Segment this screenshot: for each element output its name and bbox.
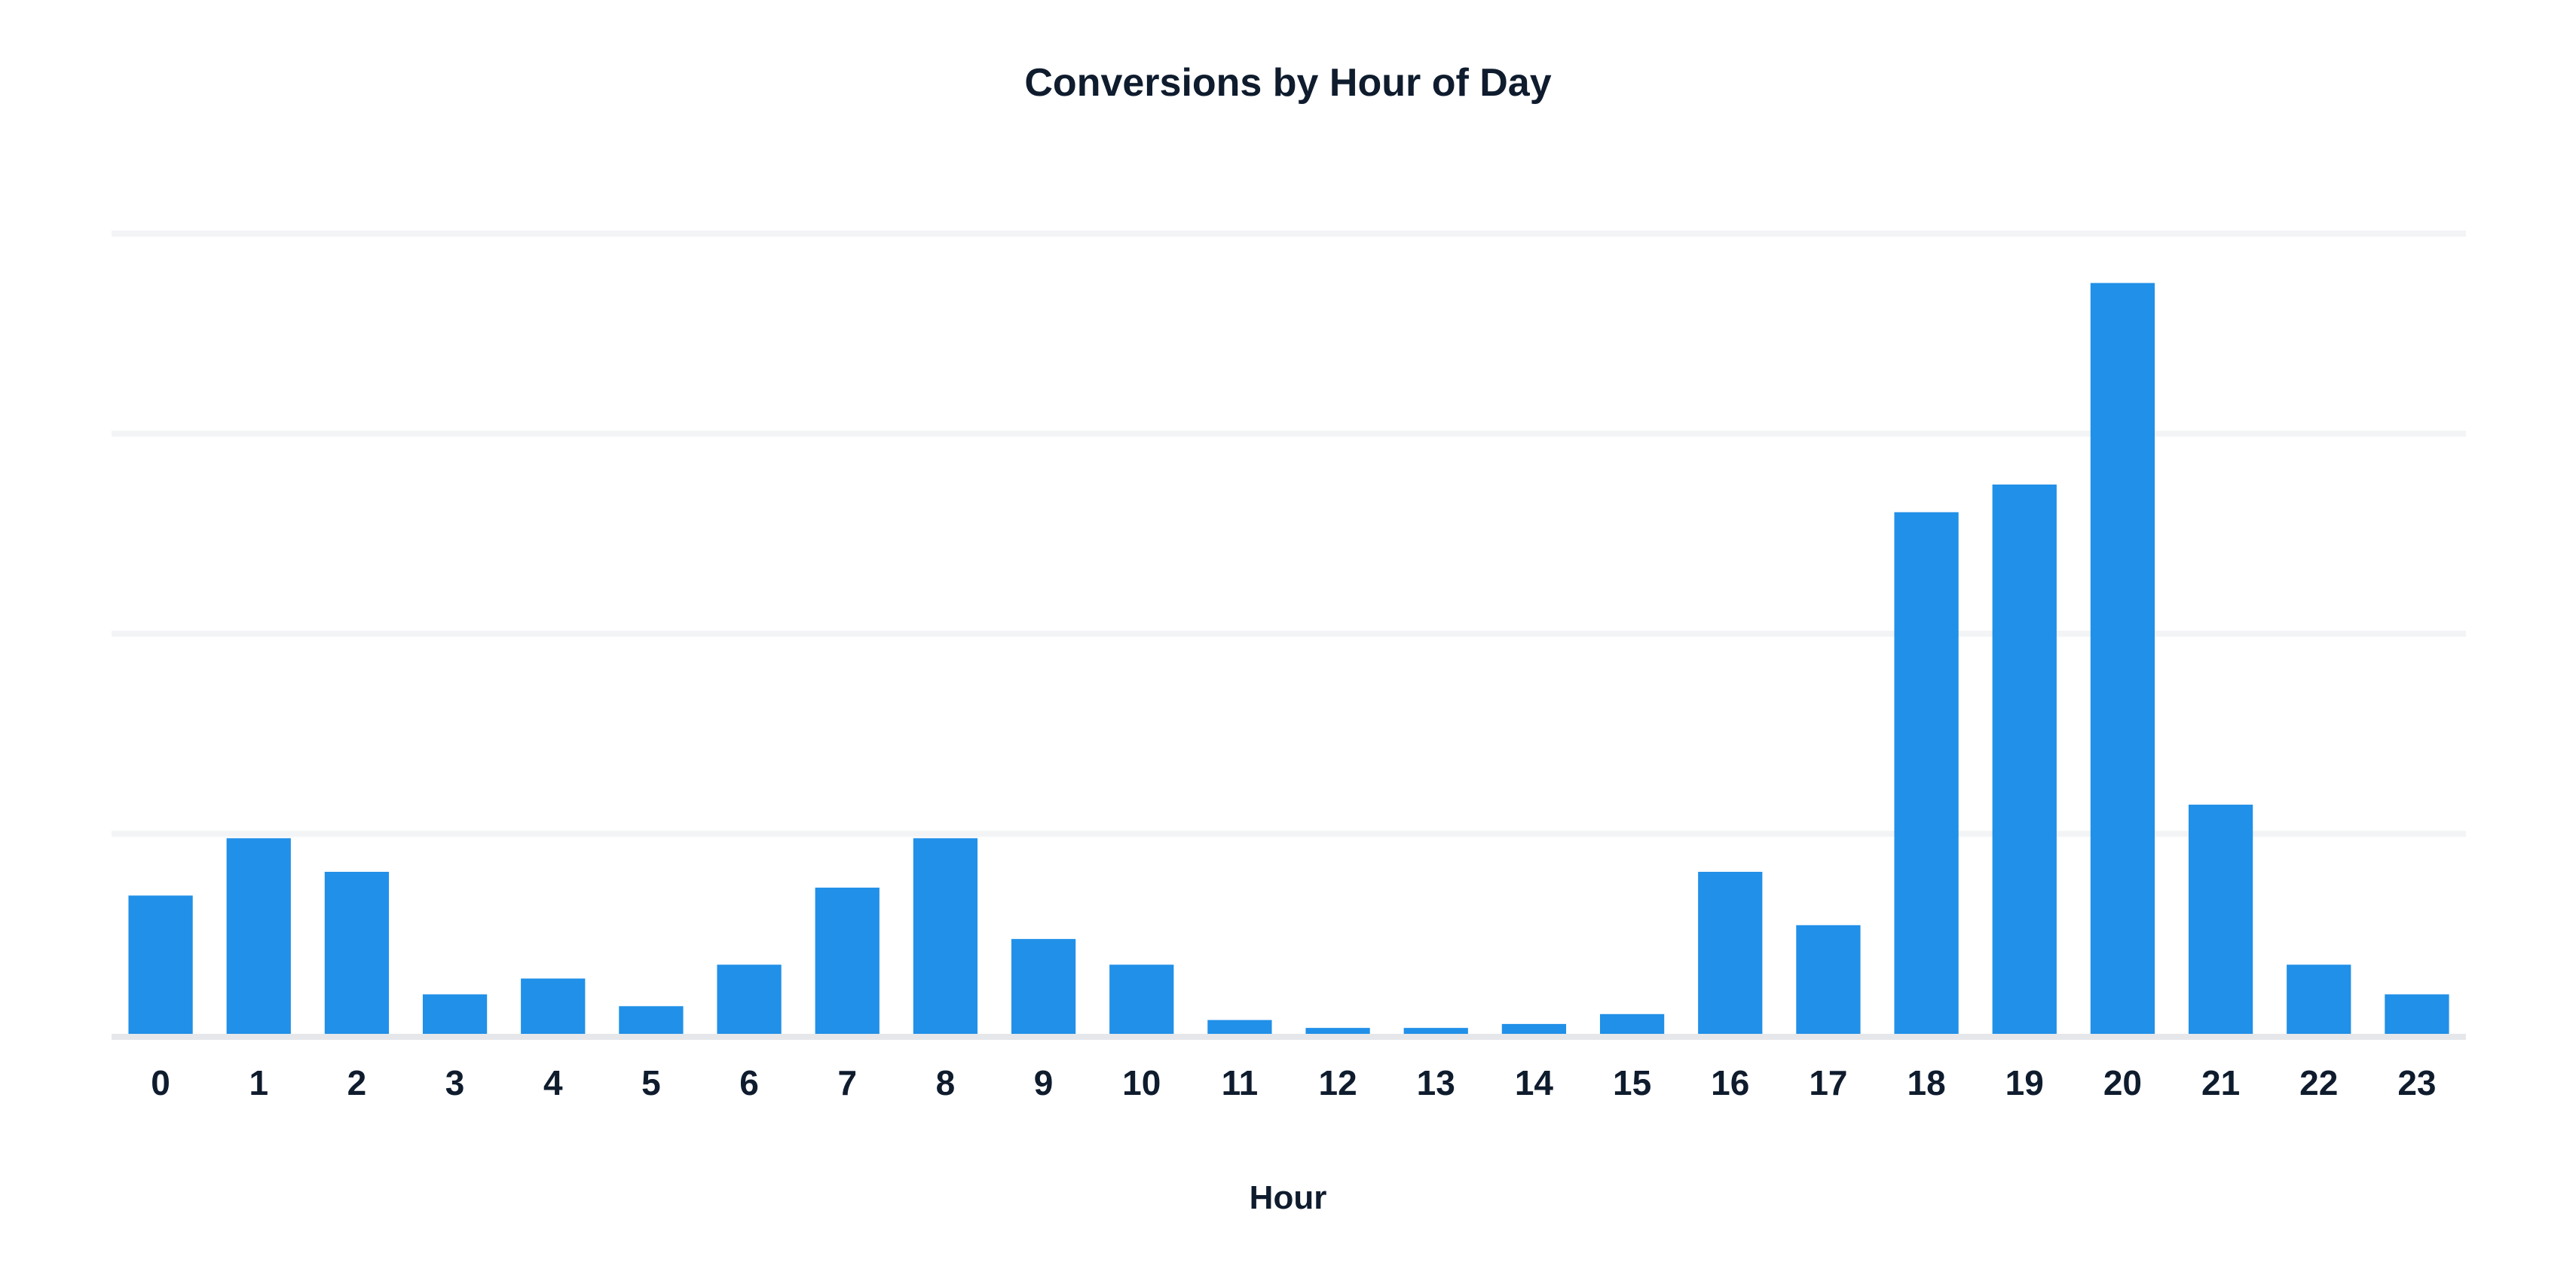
- x-tick-label: 12: [1318, 1063, 1357, 1102]
- x-tick-label: 6: [739, 1063, 759, 1102]
- bar-hour-18: [1894, 512, 1959, 1034]
- bar-hour-5: [619, 1006, 684, 1034]
- bar-hour-20: [2090, 283, 2155, 1034]
- x-axis-label: Hour: [1249, 1179, 1327, 1216]
- bar-hour-4: [521, 978, 586, 1034]
- bar-hour-10: [1109, 965, 1174, 1034]
- x-tick-label: 18: [1907, 1063, 1945, 1102]
- x-tick-label: 10: [1122, 1063, 1161, 1102]
- bar-hour-19: [1992, 485, 2057, 1034]
- bar-hour-1: [226, 838, 291, 1034]
- x-tick-label: 0: [151, 1063, 170, 1102]
- x-tick-label: 9: [1034, 1063, 1054, 1102]
- x-tick-label: 15: [1613, 1063, 1651, 1102]
- bar-hour-12: [1305, 1028, 1370, 1034]
- bar-hour-17: [1796, 925, 1861, 1034]
- bar-hour-3: [422, 994, 488, 1034]
- x-tick-label: 7: [837, 1063, 857, 1102]
- x-tick-label: 14: [1515, 1063, 1554, 1102]
- bar-hour-14: [1501, 1023, 1567, 1034]
- bar-hour-6: [717, 965, 782, 1034]
- x-tick-label: 5: [641, 1063, 661, 1102]
- bar-hour-13: [1403, 1028, 1468, 1034]
- bar-hour-15: [1599, 1013, 1665, 1034]
- x-tick-label: 23: [2397, 1063, 2436, 1102]
- x-tick-label: 13: [1417, 1063, 1455, 1102]
- x-tick-label: 8: [936, 1063, 956, 1102]
- bar-hour-9: [1011, 939, 1076, 1034]
- x-tick-label: 20: [2103, 1063, 2142, 1102]
- bar-hour-2: [324, 871, 390, 1034]
- bar-hour-8: [913, 838, 978, 1034]
- x-tick-label: 17: [1809, 1063, 1847, 1102]
- bar-hour-16: [1698, 871, 1763, 1034]
- x-tick-label: 22: [2299, 1063, 2338, 1102]
- x-tick-label: 16: [1711, 1063, 1749, 1102]
- x-tick-label: 4: [543, 1063, 563, 1102]
- x-tick-label: 21: [2201, 1063, 2240, 1102]
- bar-hour-11: [1207, 1020, 1272, 1034]
- bar-hour-0: [128, 895, 193, 1034]
- bar-hour-7: [815, 887, 880, 1034]
- x-tick-label: 2: [347, 1063, 367, 1102]
- x-tick-label: 11: [1222, 1063, 1259, 1102]
- x-tick-label: 19: [2005, 1063, 2044, 1102]
- x-tick-label: 3: [445, 1063, 465, 1102]
- bar-hour-21: [2188, 804, 2253, 1034]
- bar-hour-22: [2287, 965, 2351, 1034]
- x-tick-label: 1: [249, 1063, 268, 1102]
- bar-hour-23: [2385, 994, 2449, 1034]
- chart-title: Conversions by Hour of Day: [1024, 61, 1552, 105]
